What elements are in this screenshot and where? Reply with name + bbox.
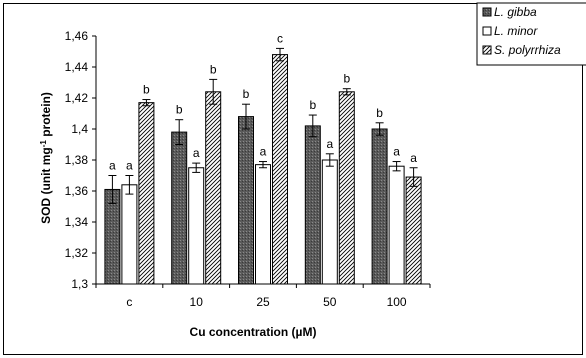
legend-box xyxy=(476,2,586,66)
y-tick-label: 1,3 xyxy=(71,277,88,291)
significance-letter: c xyxy=(277,31,283,45)
x-tick-label: 100 xyxy=(387,295,407,309)
x-axis-label: Cu concentration (µM) xyxy=(190,325,317,339)
y-tick-label: 1,42 xyxy=(65,91,89,105)
significance-letter: b xyxy=(210,62,217,76)
y-axis: 1,3 1,32 1,34 1,36 1,38 1,4 1,42 1,44 1,46 xyxy=(65,29,97,291)
significance-letter: b xyxy=(309,98,316,112)
y-axis-label-sup: -1 xyxy=(39,140,48,148)
legend-swatch xyxy=(482,7,492,17)
legend-label: L. gibba xyxy=(494,5,537,19)
significance-letter: a xyxy=(109,159,116,173)
bar xyxy=(121,184,138,285)
legend: L. gibba L. minor S. polyrrhiza xyxy=(476,2,586,66)
y-tick-label: 1,36 xyxy=(65,184,89,198)
bar xyxy=(388,165,405,285)
y-tick-label: 1,4 xyxy=(71,122,88,136)
significance-letter: a xyxy=(410,151,417,165)
y-axis-label-tail: protein) xyxy=(39,92,53,140)
x-axis: c 10 25 50 100 xyxy=(95,283,431,309)
x-tick-label: 25 xyxy=(256,295,270,309)
significance-letter: b xyxy=(343,72,350,86)
bar xyxy=(171,131,188,285)
y-axis-label-main: SOD (unit mg xyxy=(39,147,53,224)
bar xyxy=(304,125,321,285)
bar xyxy=(255,164,271,285)
bar xyxy=(338,91,355,285)
bar xyxy=(321,159,338,285)
significance-letter: a xyxy=(326,137,333,151)
x-tick-label: 10 xyxy=(190,295,204,309)
y-tick-label: 1,44 xyxy=(65,60,89,74)
legend-swatch xyxy=(482,26,492,36)
significance-letter: b xyxy=(143,83,150,97)
x-tick-label: c xyxy=(126,295,132,309)
legend-swatch xyxy=(482,45,492,55)
y-tick-label: 1,34 xyxy=(65,215,89,229)
y-tick-label: 1,38 xyxy=(65,153,89,167)
significance-letter: a xyxy=(193,146,200,160)
significance-letter: a xyxy=(393,145,400,159)
y-tick-label: 1,32 xyxy=(65,246,89,260)
y-tick-label: 1,46 xyxy=(65,29,89,43)
significance-letter: b xyxy=(376,106,383,120)
chart-frame xyxy=(3,3,583,355)
bar xyxy=(238,116,254,285)
bar xyxy=(405,176,422,285)
bar xyxy=(138,102,155,285)
bars-group xyxy=(104,47,422,285)
bar xyxy=(371,128,388,285)
legend-label: S. polyrrhiza xyxy=(494,43,561,57)
significance-letter: b xyxy=(243,87,250,101)
significance-letter: a xyxy=(260,145,267,159)
bar xyxy=(188,167,205,285)
legend-label: L. minor xyxy=(494,24,538,38)
significance-letter: b xyxy=(176,103,183,117)
bar xyxy=(205,91,222,285)
significance-letter: a xyxy=(126,159,133,173)
bar xyxy=(272,54,288,285)
y-axis-label: SOD (unit mg-1 protein) xyxy=(39,92,53,224)
x-tick-label: 50 xyxy=(323,295,337,309)
